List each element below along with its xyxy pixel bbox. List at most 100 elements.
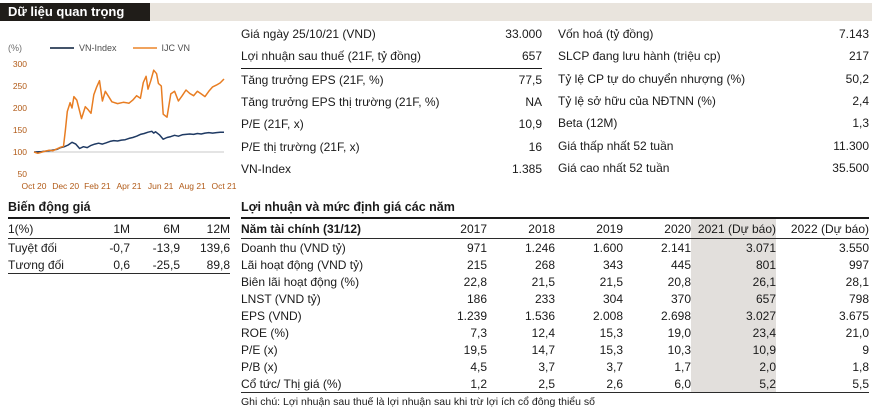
table-cell: 28,1 [845,274,869,289]
table-cell: 4,5 [470,359,487,374]
chart-canvas: 300 250 200 150 100 50 Oct 20 Dec 20 Feb 21 Apr 2… [13,59,237,191]
stat-row: Beta (12M) 1,3 [558,112,869,134]
table-cell: 1.536 [524,308,555,323]
row-label: Doanh thu (VND tỷ) [241,240,346,255]
table-cell: 26,1 [691,273,776,290]
table-header-row: 1(%) 1M 6M 12M [8,219,230,239]
y-axis-unit-label: (%) [8,43,22,53]
stat-value: 11.300 [833,138,869,153]
stat-row: P/E thị trường (21F, x) 16 [241,135,542,157]
chart-legend: (%) VN-Index IJC VN [8,42,238,54]
legend-item: VN-Index [50,43,117,53]
legend-line-swatch [50,47,74,49]
table-cell: 21,5 [599,274,623,289]
x-axis-tick-label: Aug 21 [179,181,206,191]
table-cell: 0,6 [80,256,130,274]
stat-value: 16 [528,139,542,154]
table-row: EPS (VND) 1.239 1.536 2.008 2.698 3.027 3.675 [241,307,869,324]
table-cell: 2.008 [592,308,623,323]
table-cell: 14,7 [531,342,555,357]
stat-label: Tỷ lệ CP tự do chuyển nhượng (%) [558,71,746,86]
table-cell: 21,5 [531,274,555,289]
x-axis-tick-label: Apr 21 [116,181,141,191]
table-cell: 19,5 [463,342,487,357]
section-title: Dữ liệu quan trọng [0,3,150,21]
y-axis-tick-label: 50 [18,169,28,179]
row-label: ROE (%) [241,325,289,340]
table-cell: 657 [691,290,776,307]
table-cell: 1,7 [674,359,691,374]
table-cell: 9 [862,342,869,357]
stat-value: 657 [521,49,542,64]
table-cell: 3.675 [838,308,869,323]
stat-row: Tỷ lệ CP tự do chuyển nhượng (%) 50,2 [558,68,869,90]
stat-value: 33.000 [505,27,542,42]
stat-label: VN-Index [241,161,292,176]
table-cell: 139,6 [199,240,230,255]
line-series-ijc-vn [33,69,225,155]
row-label: P/E (x) [241,342,278,357]
row-label: Cổ tức/ Thị giá (%) [241,375,419,393]
stat-label: P/E (21F, x) [241,117,304,132]
table-row: Tương đối 0,6 -25,5 89,8 [8,256,230,274]
financials-block: Lợi nhuận và mức định giá các năm Năm tà… [241,200,869,408]
column-header: 2019 [555,219,623,239]
column-header: 2018 [487,219,555,239]
stat-row: SLCP đang lưu hành (triệu cp) 217 [558,45,869,67]
stat-row: Tỷ lệ sở hữu của NĐTNN (%) 2,4 [558,90,869,112]
line-series-vn-index [33,130,224,153]
column-header: 2020 [623,219,691,239]
stat-row: Tăng trưởng EPS (21F, %) 77,5 [241,69,542,91]
table-cell: 23,4 [691,324,776,341]
table-cell: 304 [602,291,623,306]
table-row: Tuyệt đối -0,7 -13,9 139,6 [8,239,230,257]
table-row: ROE (%) 7,3 12,4 15,3 19,0 23,4 21,0 [241,324,869,341]
table-header-row: Năm tài chính (31/12) 2017 2018 2019 2020 202… [241,219,869,239]
stat-row: Lợi nhuận sau thuế (21F, tỷ đồng) 657 [241,45,542,69]
stat-label: Lợi nhuận sau thuế (21F, tỷ đồng) [241,49,421,64]
key-stats-right-column: Vốn hoá (tỷ đồng) 7.143 SLCP đang lưu hành… [558,23,869,179]
table-cell: 997 [848,257,869,272]
table-cell: 3,7 [538,359,555,374]
x-axis-tick-label: Jun 21 [148,181,174,191]
table-cell: 801 [691,256,776,273]
row-label: Tương đối [8,256,80,274]
y-axis-tick-label: 250 [13,81,27,91]
x-axis-tick-label: Feb 21 [84,181,111,191]
stat-row: Vốn hoá (tỷ đồng) 7.143 [558,23,869,45]
table-cell: 21,0 [845,325,869,340]
table-cell: -13,9 [152,240,180,255]
table-cell: 3.071 [691,238,776,256]
table-cell: 7,3 [470,325,487,340]
table-row: P/E (x) 19,5 14,7 15,3 10,3 10,9 9 [241,341,869,358]
table-cell: 20,8 [667,274,691,289]
table-cell: 5,2 [691,375,776,393]
table-cell: 1.600 [592,240,623,255]
table-cell: -25,5 [130,256,180,274]
table-cell: 1.239 [456,308,487,323]
table-cell: 1,2 [419,375,487,393]
column-header: 2017 [419,219,487,239]
table-cell: 2,6 [555,375,623,393]
table-cell: 2,5 [487,375,555,393]
column-header: 2021 (Dự báo) [691,219,776,239]
table-cell: 3.027 [691,307,776,324]
table-row: P/B (x) 4,5 3,7 3,7 1,7 2,0 1,8 [241,358,869,375]
table-cell: 971 [466,240,487,255]
stat-value: 7.143 [838,27,869,42]
table-cell: 5,5 [776,375,869,393]
stat-label: Giá ngày 25/10/21 (VND) [241,27,376,42]
legend-label: VN-Index [79,43,117,53]
table-row: Lãi hoạt động (VND tỷ) 215 268 343 445 801 997 [241,256,869,273]
table-cell: 19,0 [667,325,691,340]
table-cell: 10,3 [667,342,691,357]
table-cell: -0,7 [109,240,130,255]
stat-label: Beta (12M) [558,116,618,131]
column-header: 1(%) [8,219,80,239]
table-cell: 798 [848,291,869,306]
x-axis-tick-label: Dec 20 [52,181,79,191]
table-cell: 445 [670,257,691,272]
stat-value: 10,9 [518,117,542,132]
stat-row: Giá thấp nhất 52 tuần 11.300 [558,134,869,156]
